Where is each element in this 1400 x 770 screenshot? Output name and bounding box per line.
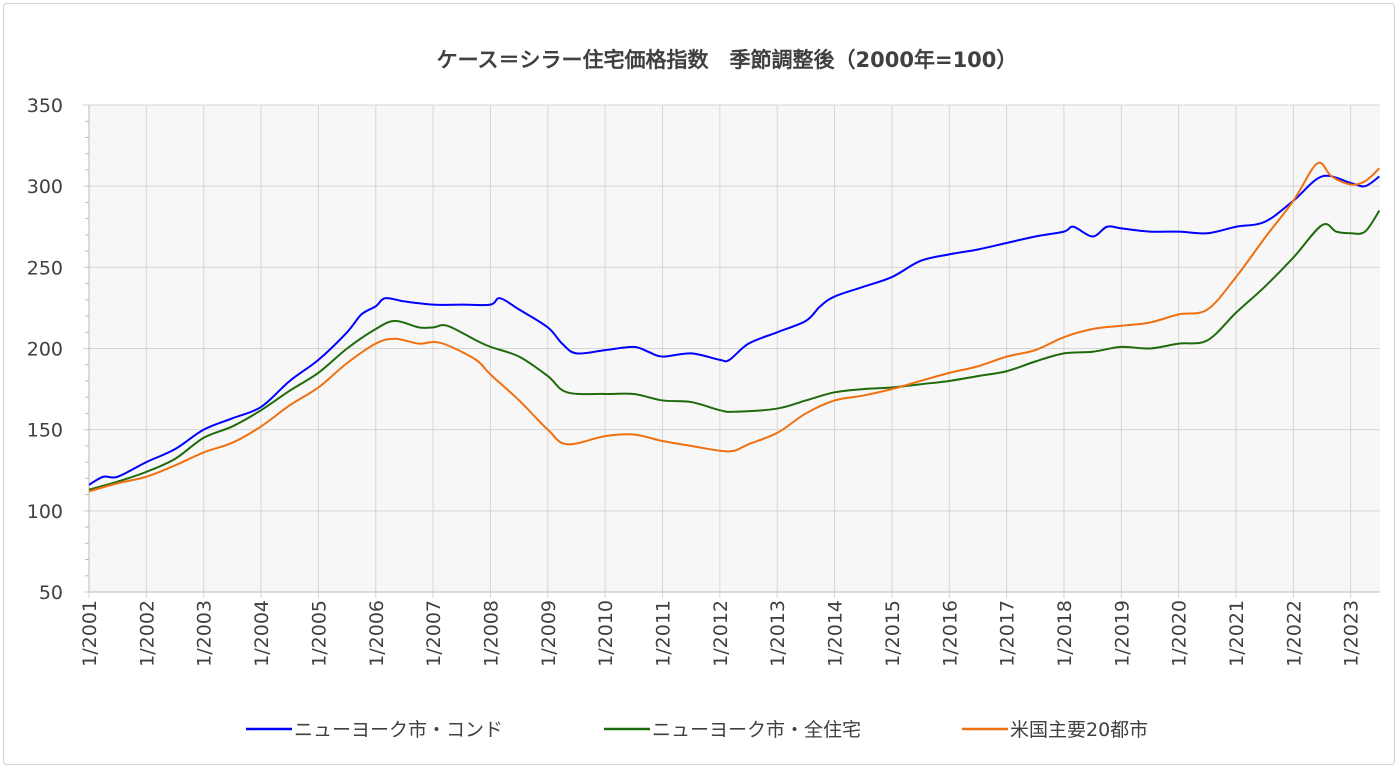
x-tick-label: 1/2009 bbox=[538, 600, 560, 667]
x-tick-label: 1/2017 bbox=[997, 600, 1019, 667]
x-tick-label: 1/2018 bbox=[1054, 600, 1076, 667]
y-tick-label: 150 bbox=[27, 420, 63, 442]
y-tick-label: 200 bbox=[27, 339, 63, 361]
series-line-2 bbox=[88, 209, 1381, 491]
x-tick-label: 1/2012 bbox=[710, 600, 732, 667]
x-tick-label: 1/2008 bbox=[480, 600, 502, 667]
x-tick-label: 1/2022 bbox=[1283, 600, 1305, 667]
x-tick-label: 1/2005 bbox=[308, 600, 330, 667]
x-tick-label: 1/2011 bbox=[653, 600, 675, 667]
x-tick-label: 1/2020 bbox=[1169, 600, 1191, 667]
x-tick-label: 1/2006 bbox=[366, 600, 388, 667]
x-tick-label: 1/2019 bbox=[1111, 600, 1133, 667]
x-tick-label: 1/2016 bbox=[939, 600, 961, 667]
x-tick-label: 1/2021 bbox=[1226, 600, 1248, 667]
x-tick-label: 1/2010 bbox=[595, 600, 617, 667]
chart-title: ケース＝シラー住宅価格指数 季節調整後（2000年=100） bbox=[437, 48, 1018, 72]
plot-area: 50 100 150 200 250 300 350 1/2001 1/2002 1/2003 1/… bbox=[27, 95, 1381, 667]
chart-frame bbox=[3, 3, 1395, 765]
x-tick-label: 1/2003 bbox=[194, 600, 216, 667]
x-tick-label: 1/2001 bbox=[79, 600, 101, 667]
legend: ニューヨーク市・コンド ニューヨーク市・全住宅 米国主要20都市 bbox=[246, 719, 1148, 741]
x-tick-label: 1/2013 bbox=[767, 600, 789, 667]
y-tick-label: 350 bbox=[27, 95, 63, 117]
y-tick-label: 50 bbox=[39, 582, 63, 604]
legend-label-1: ニューヨーク市・コンド bbox=[294, 719, 503, 741]
series-line-1 bbox=[88, 174, 1380, 486]
x-tick-label: 1/2002 bbox=[136, 600, 158, 667]
y-tick-label: 300 bbox=[27, 176, 63, 198]
x-tick-label: 1/2007 bbox=[423, 600, 445, 667]
series-line-3 bbox=[88, 161, 1381, 493]
x-tick-label: 1/2004 bbox=[251, 600, 273, 667]
x-tick-label: 1/2015 bbox=[882, 600, 904, 667]
legend-label-2: ニューヨーク市・全住宅 bbox=[652, 719, 861, 741]
x-tick-label: 1/2023 bbox=[1341, 600, 1363, 667]
legend-label-3: 米国主要20都市 bbox=[1010, 719, 1148, 741]
y-tick-label: 250 bbox=[27, 257, 63, 279]
y-tick-label: 100 bbox=[27, 501, 63, 523]
x-tick-label: 1/2014 bbox=[825, 600, 847, 667]
